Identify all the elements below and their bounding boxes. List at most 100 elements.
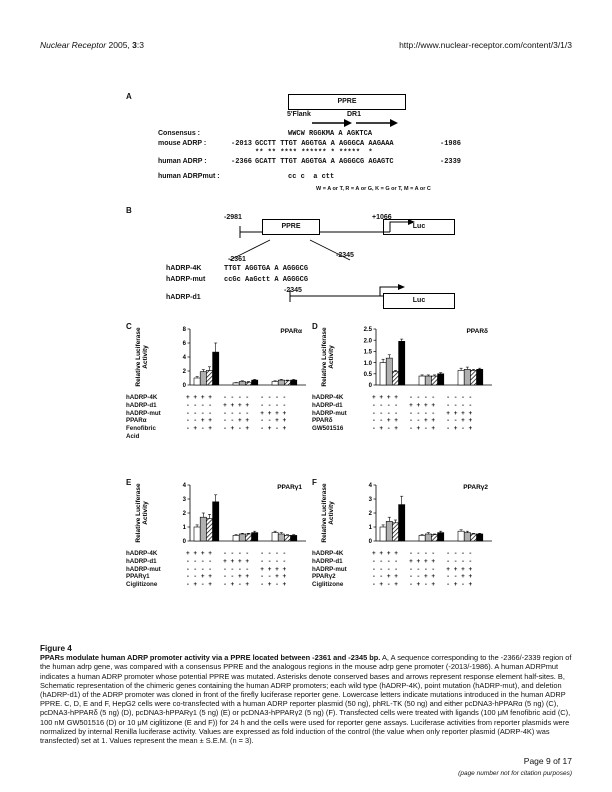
bar <box>284 535 291 542</box>
row-label: hADRP-mut <box>126 565 161 573</box>
bar <box>251 532 259 542</box>
row-marks: - - + + - - + + - - + + <box>372 417 473 425</box>
row-label: PPARγ1 <box>126 573 150 581</box>
bar <box>290 379 298 386</box>
flank-label: 5'Flank <box>287 111 311 118</box>
y-tick-label: 1 <box>369 525 373 531</box>
row-marks: - - - - + + + + - - - - <box>372 401 473 409</box>
row-label: Fenofibric <box>126 425 156 433</box>
bar <box>193 526 201 542</box>
row-marks: + + + + - - - - - - - - <box>372 394 473 401</box>
table-row: hADRP-mut - - - - - - - - + + + + <box>312 565 472 574</box>
row-label: hADRP-4K <box>126 550 158 557</box>
bar <box>245 533 252 542</box>
half-site-arrows <box>312 119 398 127</box>
bar <box>271 532 279 542</box>
row-label: hADRP-4K <box>126 394 158 401</box>
row-label: Acid <box>126 432 140 440</box>
table-row: Ciglitizone - + - + - + - + - + - + <box>126 581 286 589</box>
table-row: Fenofibric - + - + - + - + - + - + <box>126 425 286 433</box>
bar <box>431 534 438 542</box>
table-row: PPARγ1 - - + + - - + + - - + + <box>126 573 286 581</box>
table-row: hADRP-mut - - - - - - - - + + + + <box>312 409 472 418</box>
y-tick-label: 2 <box>183 511 187 517</box>
bar <box>193 377 201 386</box>
page-note: (page number not for citation purposes) <box>458 770 572 777</box>
chart-title: PPARα <box>280 328 302 335</box>
row-marks: - - + + - - + + - - + + <box>186 417 287 425</box>
bar <box>398 504 406 542</box>
row-label: PPARδ <box>312 417 333 425</box>
panel-d-label: D <box>312 322 318 331</box>
y-tick-label: 0 <box>183 539 187 545</box>
panel-c-label: C <box>126 322 132 331</box>
d1-construct-line <box>289 284 405 302</box>
bar <box>385 357 393 386</box>
bar <box>251 379 259 386</box>
row-marks: - - - - + + + + - - - - <box>372 557 473 565</box>
bar <box>290 535 298 542</box>
d1-pos: -2345 <box>284 287 302 294</box>
panel-a-label: A <box>126 92 132 101</box>
figure-title: PPARs modulate human ADRP promoter activ… <box>40 653 381 663</box>
seq-human: GCATT TTGT AGGTGA A AGGGCG AGAGTC <box>255 158 394 166</box>
row-marks: + + + + - - - - - - - - <box>372 550 473 557</box>
bar <box>392 522 399 542</box>
row-marks: - + - + - + - + - + - + <box>186 425 287 433</box>
bar <box>463 532 471 542</box>
y-tick-label: 0 <box>369 539 373 545</box>
bar <box>431 375 438 386</box>
bar <box>476 369 484 386</box>
row-label: hADRP-mut <box>312 409 347 417</box>
chart-ppar-alpha: Relative LuciferaseActivity 0 2 4 6 8 PPARα <box>135 327 306 389</box>
page-number: Page 9 of 17 <box>523 756 572 766</box>
seq-mouse-end: -1986 <box>440 140 462 148</box>
y-tick-label: 0 <box>183 383 187 389</box>
row-marks: - + - + - + - + - + - + <box>372 581 473 589</box>
y-tick-label: 8 <box>183 327 187 333</box>
treatment-table-c: hADRP-4K + + + + - - - - - - - - hADRP-d1… <box>126 394 286 441</box>
row-label: hADRP-d1 <box>312 557 343 565</box>
y-tick-label: 2 <box>183 369 187 375</box>
figure-number: Figure 4 <box>40 644 72 653</box>
construct-name-4k: hADRP-4K <box>166 265 202 272</box>
bar <box>238 533 246 542</box>
row-marks: - + - + - + - + - + - + <box>372 425 473 433</box>
row-marks: + + + + - - - - - - - - <box>186 394 287 401</box>
bar <box>212 501 220 542</box>
row-label: GW501516 <box>312 425 344 433</box>
seq-human-mut: cc c a ctt <box>288 173 335 181</box>
bar <box>199 516 207 542</box>
luc-d1-box: Luc <box>383 293 455 309</box>
row-label: hADRP-4K <box>312 394 344 401</box>
seq-mouse: GCCTT TTGT AGGTGA A AGGGCA AAGAAA <box>255 140 394 148</box>
row-marks: - - - - + + + + - - - - <box>186 557 287 565</box>
bar <box>206 518 213 542</box>
row-label: hADRP-mut <box>126 409 161 417</box>
bar <box>277 533 285 542</box>
y-tick-label: 2.5 <box>364 327 373 333</box>
bar <box>385 521 393 542</box>
bar <box>470 533 477 542</box>
table-row: hADRP-4K + + + + - - - - - - - - <box>126 550 286 558</box>
chart-title: PPARδ <box>466 328 488 335</box>
row-label: hADRP-mut <box>312 565 347 573</box>
seq-human-end: -2339 <box>440 158 462 166</box>
row-label: PPARα <box>126 417 147 425</box>
bar <box>232 535 240 542</box>
bar <box>424 375 432 386</box>
table-row: hADRP-d1 - - - - + + + + - - - - <box>126 558 286 566</box>
bar <box>379 362 387 386</box>
row-label: PPARγ2 <box>312 573 336 581</box>
treatment-table-d: hADRP-4K + + + + - - - - - - - - hADRP-d1… <box>312 394 472 433</box>
bar <box>199 371 207 386</box>
journal-url[interactable]: http://www.nuclear-receptor.com/content/… <box>399 40 572 50</box>
y-tick-label: 4 <box>183 355 187 361</box>
construct-seq-mut: ccGc AaGctt A AGGGCG <box>224 276 309 284</box>
treatment-table-f: hADRP-4K + + + + - - - - - - - - hADRP-d1… <box>312 550 472 589</box>
chart-ppar-gamma2: Relative LuciferaseActivity 0 1 2 3 4 PPARγ2 <box>321 483 492 545</box>
seq-mouse-start: -2013 <box>231 140 253 148</box>
row-marks: - + - + - + - + - + - + <box>186 581 287 589</box>
bar <box>277 379 285 386</box>
table-row: hADRP-4K + + + + - - - - - - - - <box>126 394 286 402</box>
